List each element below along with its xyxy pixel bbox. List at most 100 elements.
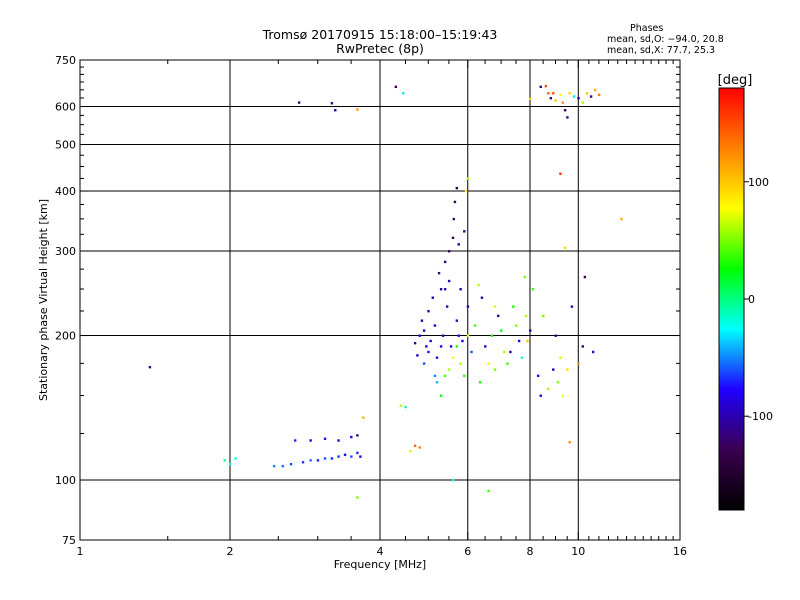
data-point xyxy=(431,296,434,299)
y-tick-label: 500 xyxy=(55,139,76,152)
data-point xyxy=(479,381,482,384)
data-point xyxy=(493,305,497,308)
data-point xyxy=(330,457,334,460)
axis-layer: 1 2 4 6 8 10 16 75 100 200 300 400 500 600 750 xyxy=(55,54,687,558)
data-point xyxy=(350,435,353,439)
data-point xyxy=(330,102,334,105)
data-point xyxy=(359,455,362,458)
data-point xyxy=(413,341,417,345)
x-tick-label: 2 xyxy=(227,545,234,558)
data-point xyxy=(429,339,432,343)
data-point xyxy=(453,200,457,204)
data-point xyxy=(463,374,466,378)
data-point xyxy=(487,489,490,493)
data-point xyxy=(459,362,462,365)
data-point xyxy=(447,279,451,283)
data-point xyxy=(524,314,528,318)
y-tick-label: 100 xyxy=(55,474,76,487)
data-point xyxy=(559,356,562,359)
data-point xyxy=(529,97,532,101)
data-point xyxy=(480,296,484,299)
data-point xyxy=(356,434,359,437)
data-point xyxy=(229,462,232,466)
data-point xyxy=(420,319,424,322)
data-point xyxy=(561,101,564,104)
data-point xyxy=(309,459,312,462)
data-point xyxy=(337,439,340,442)
data-point xyxy=(394,85,398,89)
data-point xyxy=(466,305,470,308)
colorbar-tick-label: 100 xyxy=(748,176,769,189)
data-point xyxy=(433,374,437,378)
data-point xyxy=(418,334,421,337)
data-point xyxy=(500,329,503,332)
data-point xyxy=(148,365,152,369)
data-point xyxy=(563,109,567,112)
data-point xyxy=(443,374,447,378)
data-point xyxy=(452,217,455,221)
data-point xyxy=(323,437,327,440)
data-point xyxy=(234,457,237,460)
data-point xyxy=(549,97,553,100)
data-point xyxy=(399,404,403,407)
data-point xyxy=(526,339,529,343)
data-point xyxy=(593,88,597,92)
chart-subtitle: RwPretec (8p) xyxy=(336,41,424,56)
data-point xyxy=(356,496,359,499)
data-point xyxy=(520,356,524,359)
data-point xyxy=(422,362,426,365)
data-point xyxy=(435,381,439,384)
data-point xyxy=(463,230,466,233)
data-point xyxy=(439,345,443,348)
data-point xyxy=(409,449,412,453)
data-point xyxy=(337,455,340,458)
colorbar-tick-label: 0 xyxy=(748,293,755,306)
x-tick-label: 4 xyxy=(377,545,384,558)
data-point xyxy=(509,350,512,354)
colorbar: [deg] 100 0 -100 xyxy=(718,73,773,511)
data-point xyxy=(585,92,589,95)
data-point xyxy=(536,374,540,378)
data-point xyxy=(334,109,337,112)
data-point xyxy=(572,95,576,98)
y-tick-label: 200 xyxy=(55,330,76,343)
data-point xyxy=(542,314,545,318)
data-point xyxy=(503,350,506,354)
data-point xyxy=(466,177,470,180)
data-point xyxy=(559,93,562,97)
data-point xyxy=(539,394,542,397)
data-point xyxy=(490,334,494,337)
data-point xyxy=(556,381,560,384)
y-tick-label: 400 xyxy=(55,185,76,198)
data-point xyxy=(422,329,426,332)
data-point xyxy=(457,243,460,246)
data-point xyxy=(427,309,430,313)
data-point xyxy=(552,92,555,95)
data-point xyxy=(281,464,284,468)
data-point xyxy=(447,368,451,371)
data-point xyxy=(433,324,437,327)
data-point xyxy=(570,305,574,308)
data-point xyxy=(547,92,550,95)
stats-o-mode: mean, sd,O: −94.0, 20.8 xyxy=(607,34,724,45)
data-point xyxy=(272,464,276,468)
data-point xyxy=(443,260,447,264)
data-point xyxy=(544,85,548,88)
data-point xyxy=(506,362,509,365)
data-point xyxy=(297,101,301,104)
data-point xyxy=(473,324,477,327)
x-tick-label: 6 xyxy=(464,545,471,558)
data-point xyxy=(343,453,347,456)
y-axis-label: Stationary phase Virtual Height [km] xyxy=(37,199,50,401)
x-tick-label: 16 xyxy=(673,545,687,558)
data-point xyxy=(487,362,490,365)
x-tick-label: 1 xyxy=(77,545,84,558)
data-point xyxy=(316,459,320,462)
stats-x-mode: mean, sd,X: 77.7, 25.3 xyxy=(607,45,716,56)
data-point xyxy=(583,275,587,279)
data-point xyxy=(309,439,312,442)
data-point xyxy=(439,394,443,397)
data-point xyxy=(577,362,580,365)
data-point xyxy=(223,459,226,462)
